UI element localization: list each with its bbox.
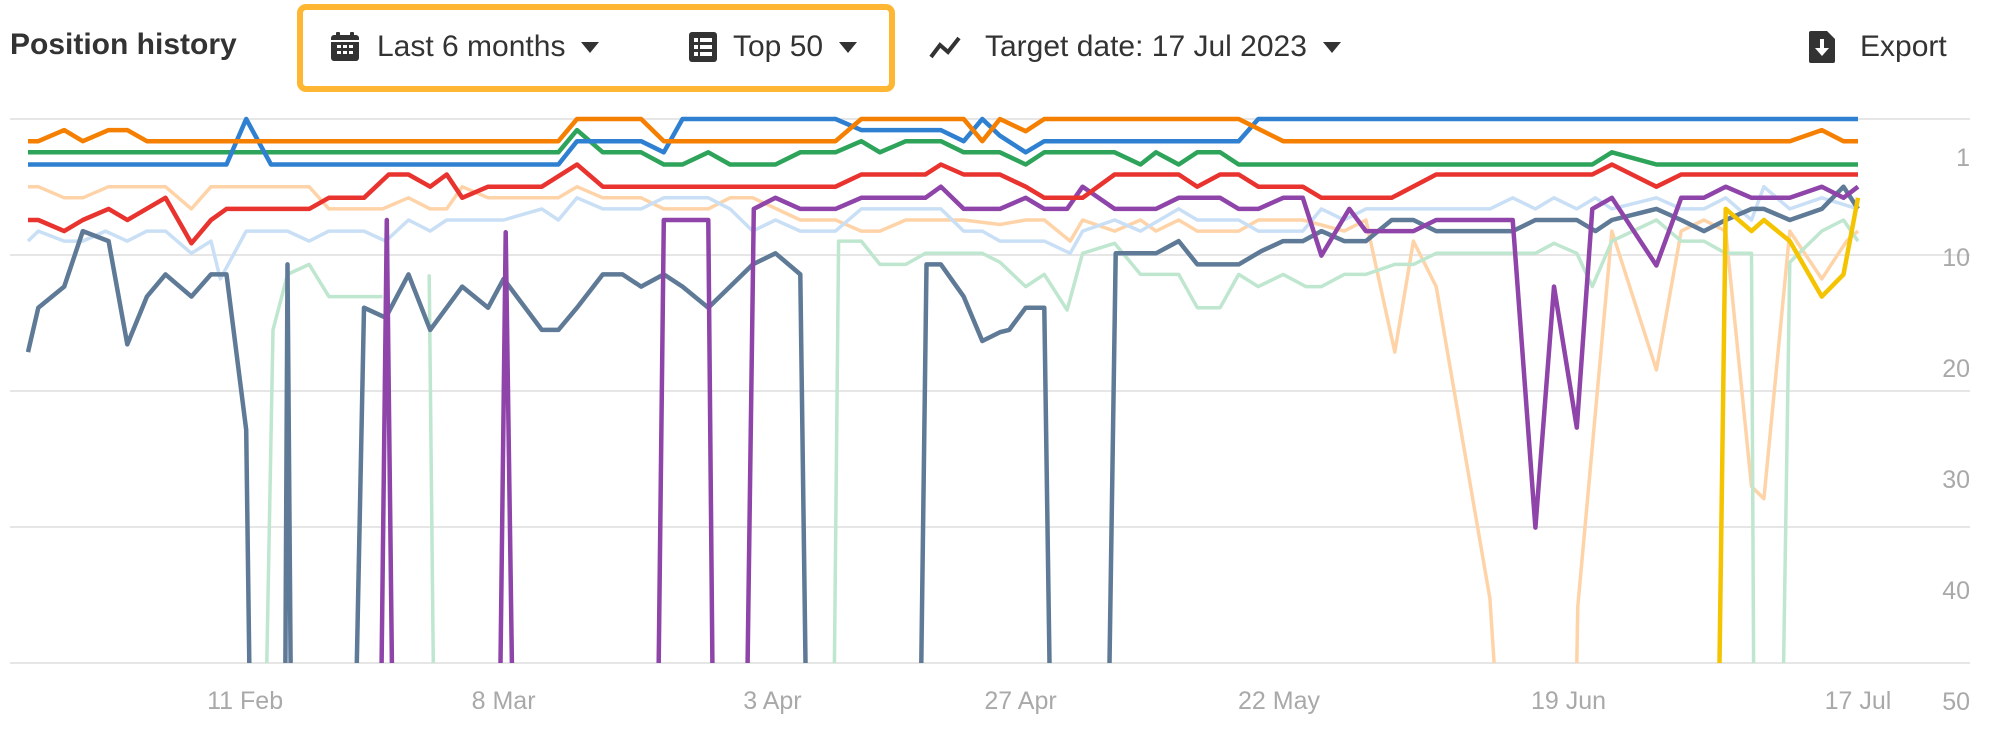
series-line-orange[interactable] [28,116,1858,144]
chevron-down-icon [839,41,858,53]
series-line-red[interactable] [28,162,1858,246]
series-lines [25,116,1861,664]
y-tick-label: 50 [1942,688,1970,716]
series-line-yellow[interactable] [1717,197,1861,664]
x-tick-label: 17 Jul [1825,687,1892,715]
gridlines [10,118,1970,664]
series-line-light-green[interactable] [265,218,1860,664]
top-dropdown[interactable]: Top 50 [689,24,858,70]
y-tick-label: 30 [1942,466,1970,494]
highlight-box [297,4,895,92]
export-button[interactable]: Export [1808,24,1947,70]
trend-line-icon [929,36,961,59]
x-tick-label: 11 Feb [207,687,283,715]
target-date-dropdown[interactable]: Target date: 17 Jul 2023 [929,24,1341,70]
x-tick-label: 8 Mar [472,687,536,715]
y-tick-label: 1 [1956,144,1970,172]
series-line-light-orange[interactable] [28,184,1860,664]
list-icon [689,32,717,62]
chevron-down-icon [1322,41,1341,53]
series-line-light-blue[interactable] [26,184,1859,281]
series-line-purple[interactable] [379,184,1860,664]
y-tick-label: 40 [1942,577,1970,605]
section-title: Position history [10,28,237,61]
x-tick-label: 22 May [1238,687,1320,715]
target-date-label: Target date: 17 Jul 2023 [985,30,1307,63]
chart-header: Position history Last 6 months Top 50 Ta… [0,0,1999,96]
series-line-green[interactable] [28,127,1858,167]
x-tick-label: 3 Apr [743,687,801,715]
x-tick-label: 19 Jun [1531,687,1606,715]
download-file-icon [1809,31,1835,63]
series-line-blue[interactable] [28,116,1858,167]
x-axis-labels: 11 Feb 8 Mar 3 Apr 27 Apr 22 May 19 Jun 17 Jul [207,687,1891,715]
calendar-icon [331,32,359,61]
period-dropdown[interactable]: Last 6 months [329,24,600,70]
y-axis-labels: 1 10 20 30 40 50 [1942,144,1970,716]
x-tick-label: 27 Apr [984,687,1056,715]
y-tick-label: 20 [1942,355,1970,383]
series-line-slate[interactable] [25,184,1860,664]
y-tick-label: 10 [1942,244,1970,272]
export-label: Export [1860,30,1947,63]
chevron-down-icon [581,41,600,53]
period-label: Last 6 months [377,30,566,63]
top-label: Top 50 [733,30,824,63]
